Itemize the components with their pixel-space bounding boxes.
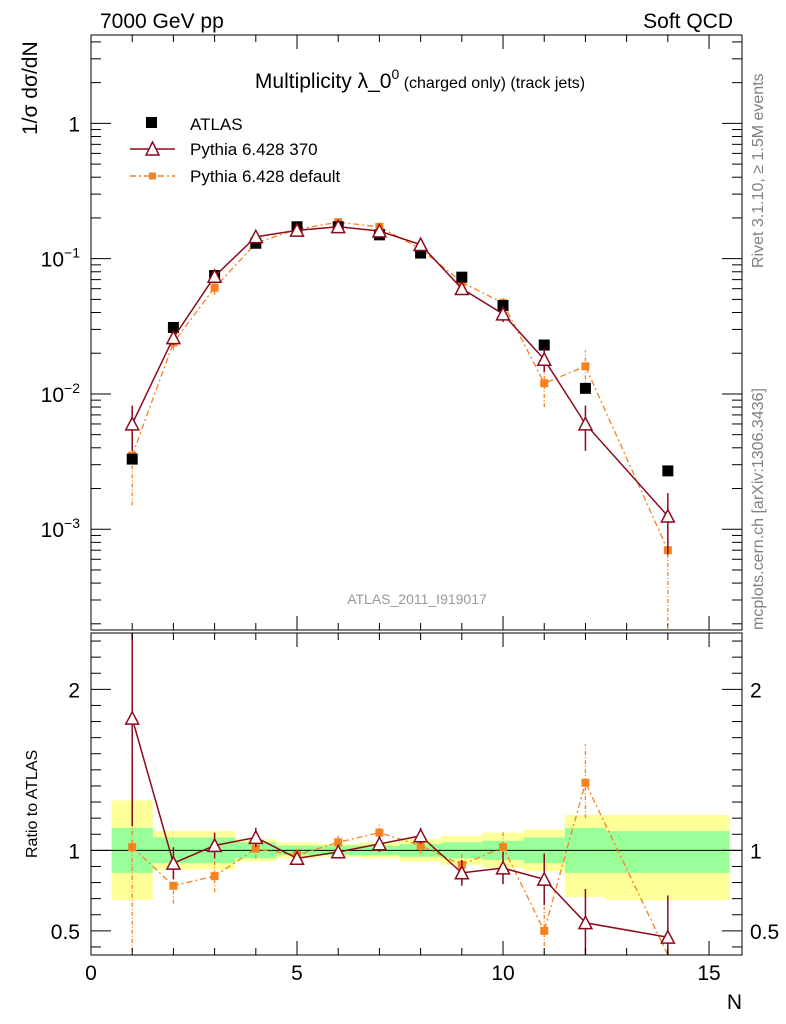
p370-point	[165, 329, 182, 345]
ratio-pdefault-point	[540, 926, 549, 935]
p370-point	[371, 222, 388, 238]
ratio-p370-point	[124, 710, 140, 725]
process-label: Soft QCD	[643, 10, 733, 33]
ratio-y-axis-labels: 0.5 1 2 0.5 1 2	[51, 679, 779, 944]
legend-p370-label: Pythia 6.428 370	[190, 140, 318, 159]
atlas-point	[415, 247, 427, 259]
ratio-data-marks	[124, 633, 676, 956]
atlas-point	[662, 465, 674, 477]
ratio-p370-point	[577, 914, 594, 930]
main-y-axis-ticks	[90, 35, 742, 630]
p370-point	[577, 415, 594, 431]
ratio-pdefault-point	[169, 881, 178, 890]
atlas-point	[456, 271, 468, 283]
legend-pdefault-label: Pythia 6.428 default	[190, 167, 341, 186]
ratio-panel: 0.5 1 2 0.5 1 2 Ratio to ATLAS 0 5 10 15…	[24, 632, 779, 1014]
p370-point	[536, 351, 552, 367]
ratio-axis-ticks	[90, 633, 742, 955]
p370-point	[454, 280, 470, 296]
ratio-p370-point	[536, 871, 552, 886]
ratio-y-tick-label-right-1: 1	[750, 840, 762, 863]
p370-point	[330, 218, 346, 234]
main-y-axis-title: 1/σ dσ/dN	[19, 41, 42, 135]
main-panel-frame	[90, 34, 743, 631]
atlas-point	[497, 300, 509, 312]
p370-point	[660, 508, 676, 523]
ratio-y-axis-title: Ratio to ATLAS	[24, 750, 41, 858]
ratio-pdefault-point	[499, 843, 508, 852]
x-tick-label-15: 15	[697, 962, 720, 985]
ratio-y-tick-label-1: 1	[68, 840, 80, 863]
atlas-point	[579, 382, 591, 394]
rivet-version-label: Rivet 3.1.10, ≥ 1.5M events	[750, 73, 767, 268]
ratio-p370-point	[454, 864, 470, 880]
ratio-pdefault-point	[334, 838, 343, 847]
pdefault-point	[581, 362, 590, 371]
ratio-p370-point	[412, 827, 429, 843]
y-tick-label-1e-3: 10−3	[41, 515, 81, 542]
p370-point	[289, 222, 305, 237]
main-data-marks	[124, 218, 676, 630]
x-tick-label-0: 0	[85, 962, 97, 985]
ratio-pdefault-point	[210, 872, 219, 881]
p370-point	[495, 305, 511, 321]
legend-atlas-label: ATLAS	[190, 115, 243, 134]
ratio-pdefault-point	[416, 841, 425, 850]
ratio-y-tick-label-2: 2	[68, 679, 80, 702]
ratio-p370-point	[165, 855, 182, 870]
ratio-p370-point	[206, 837, 223, 853]
x-axis-title: N	[727, 991, 742, 1014]
ratio-panel-frame	[90, 632, 743, 956]
p370-point	[412, 236, 429, 252]
y-tick-label-1: 1	[68, 113, 80, 136]
legend-pdefault-marker	[149, 172, 156, 180]
y-tick-label-1e-1: 10−1	[41, 245, 81, 272]
ratio-inner-band	[606, 831, 730, 873]
atlas-point	[167, 321, 179, 333]
legend-p370-marker	[144, 140, 161, 156]
x-tick-label-5: 5	[291, 962, 303, 985]
y-tick-label-1e-2: 10−2	[41, 380, 81, 407]
analysis-id-watermark: ATLAS_2011_I919017	[347, 591, 487, 607]
ratio-pdefault-point	[251, 844, 260, 853]
pdefault-point	[210, 283, 219, 292]
ratio-pdefault-point	[581, 778, 590, 787]
legend-atlas-marker	[146, 117, 157, 128]
pdefault-point	[540, 379, 549, 388]
chart-title: Multiplicity λ_00 (charged only) (track …	[255, 66, 585, 93]
legend: ATLAS Pythia 6.428 370 Pythia 6.428 defa…	[130, 115, 341, 186]
x-tick-label-10: 10	[491, 962, 514, 985]
p370-point	[206, 268, 223, 283]
ratio-p370-point	[660, 929, 676, 944]
p370-point	[124, 415, 140, 431]
ratio-p370-point	[330, 843, 346, 859]
atlas-point	[538, 339, 550, 351]
main-y-axis-labels: 1 10−1 10−2 10−3	[41, 113, 81, 542]
atlas-point	[126, 453, 138, 465]
ratio-y-tick-label-right-2: 2	[750, 679, 762, 702]
ratio-p370-point	[371, 835, 388, 851]
ratio-p370-point	[248, 829, 264, 845]
ratio-p370-point	[289, 850, 305, 865]
ratio-y-tick-label-right-0.5: 0.5	[750, 921, 779, 944]
collision-energy-label: 7000 GeV pp	[100, 10, 224, 33]
ratio-pdefault-point	[128, 843, 137, 852]
main-panel: 1 10−1 10−2 10−3 1/σ dσ/dN Multiplicity …	[19, 34, 743, 631]
x-axis-labels: 0 5 10 15	[85, 962, 721, 985]
ratio-p370-point	[495, 859, 511, 875]
mcplots-reference-label: mcplots.cern.ch [arXiv:1306.3436]	[750, 388, 767, 630]
ratio-y-tick-label-0.5: 0.5	[51, 921, 80, 944]
p370-point	[248, 228, 264, 244]
ratio-pdefault-point	[375, 828, 384, 837]
